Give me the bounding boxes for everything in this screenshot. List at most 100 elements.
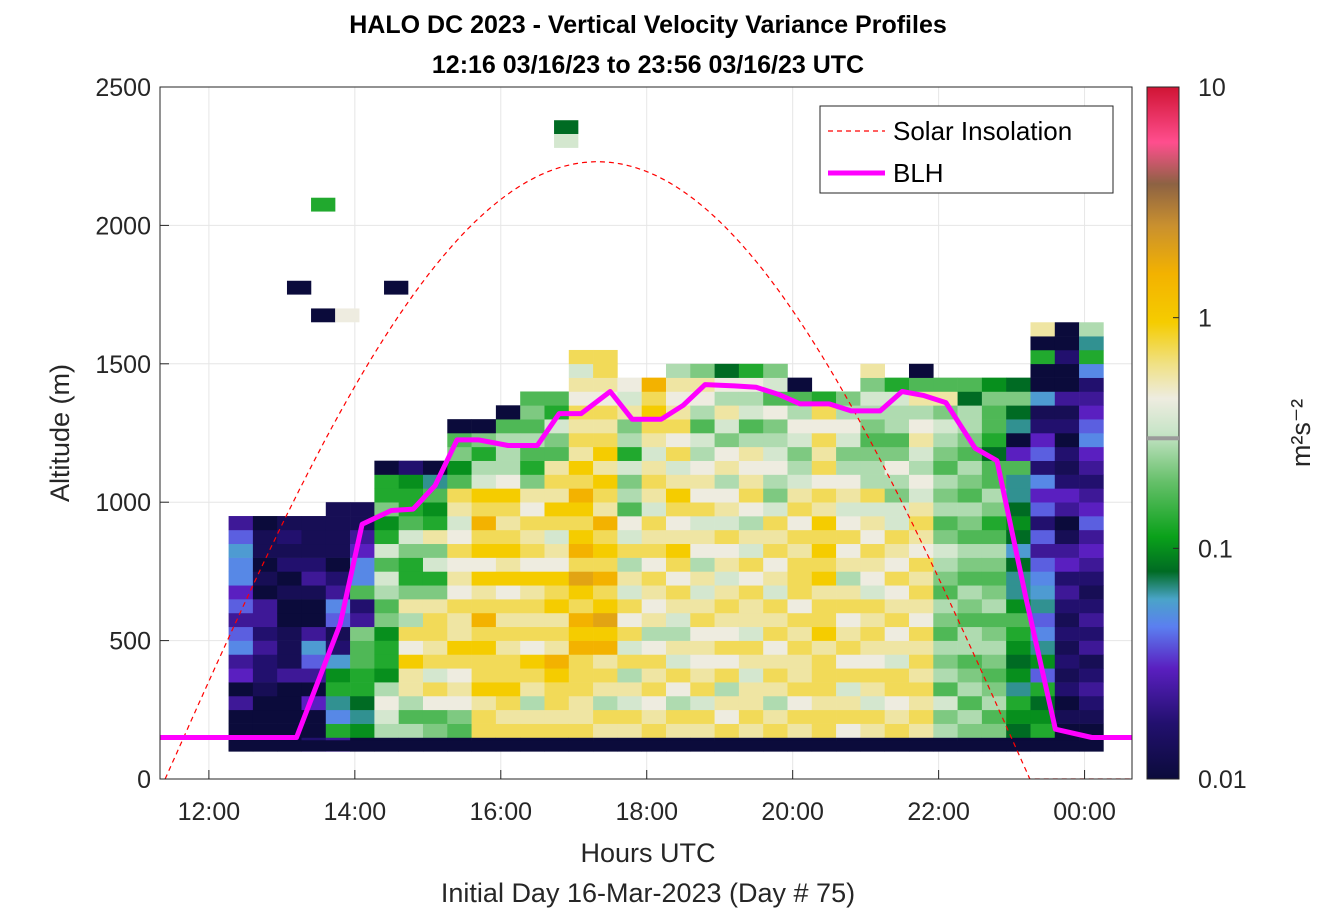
heatmap-cell bbox=[520, 405, 545, 420]
heatmap-cell bbox=[763, 502, 788, 517]
heatmap-cell bbox=[228, 612, 254, 628]
heatmap-cell bbox=[593, 529, 618, 545]
heatmap-cell bbox=[447, 516, 472, 531]
heatmap-cell bbox=[908, 723, 934, 738]
heatmap-cell bbox=[1079, 419, 1104, 434]
heatmap-cell bbox=[690, 612, 715, 628]
heatmap-cell bbox=[811, 709, 837, 724]
heatmap-cell bbox=[665, 488, 691, 503]
heatmap-cell bbox=[860, 709, 885, 724]
heatmap-cell bbox=[374, 571, 399, 586]
heatmap-cell bbox=[836, 488, 861, 503]
heatmap-cell bbox=[374, 474, 399, 489]
heatmap-cell bbox=[350, 682, 375, 697]
heatmap-cell bbox=[714, 599, 740, 614]
heatmap-cell bbox=[520, 474, 545, 489]
heatmap-cell bbox=[1054, 419, 1080, 434]
heatmap-cell bbox=[398, 543, 424, 558]
heatmap-cell bbox=[398, 460, 424, 475]
heatmap-cell bbox=[957, 709, 983, 724]
heatmap-cell bbox=[350, 654, 375, 669]
heatmap-cell bbox=[1054, 709, 1080, 724]
heatmap-cell bbox=[860, 612, 885, 628]
heatmap-cell bbox=[811, 405, 837, 420]
heatmap-cell bbox=[763, 529, 788, 545]
heatmap-cell bbox=[787, 654, 813, 669]
heatmap-cell bbox=[690, 682, 715, 697]
heatmap-cell bbox=[447, 502, 472, 517]
heatmap-cell bbox=[471, 543, 497, 558]
heatmap-cell bbox=[301, 599, 327, 614]
heatmap-cell bbox=[277, 571, 302, 586]
heatmap-cell bbox=[374, 682, 399, 697]
heatmap-cell bbox=[593, 695, 618, 711]
heatmap-cell bbox=[811, 446, 837, 461]
heatmap-cell bbox=[1079, 543, 1104, 558]
heatmap-cell bbox=[957, 502, 983, 517]
heatmap-cell bbox=[350, 668, 375, 683]
heatmap-cell bbox=[641, 668, 667, 683]
heatmap-cell bbox=[593, 585, 618, 600]
heatmap-cell bbox=[520, 446, 545, 461]
heatmap-cell bbox=[981, 695, 1007, 711]
heatmap-cell bbox=[228, 626, 254, 641]
heatmap-cell bbox=[301, 640, 327, 655]
heatmap-cell bbox=[593, 557, 618, 572]
heatmap-cell bbox=[641, 460, 667, 475]
heatmap-cell bbox=[860, 682, 885, 697]
heatmap-cell bbox=[1079, 640, 1104, 655]
heatmap-cell bbox=[738, 557, 764, 572]
heatmap-cell bbox=[690, 419, 715, 434]
heatmap-cell bbox=[350, 695, 375, 711]
heatmap-cell bbox=[908, 460, 934, 475]
heatmap-cell bbox=[908, 405, 934, 420]
heatmap-cell bbox=[787, 571, 813, 586]
heatmap-cell bbox=[738, 668, 764, 683]
heatmap-cell bbox=[860, 571, 885, 586]
heatmap-cell bbox=[933, 474, 958, 489]
heatmap-cell bbox=[908, 571, 934, 586]
heatmap-cell bbox=[1054, 612, 1080, 628]
heatmap-cell bbox=[471, 488, 497, 503]
heatmap-cell bbox=[836, 668, 861, 683]
heatmap-cell bbox=[617, 682, 642, 697]
heatmap-cell bbox=[617, 502, 642, 517]
heatmap-cell bbox=[1079, 585, 1104, 600]
heatmap-cell bbox=[568, 543, 594, 558]
heatmap-cell bbox=[1079, 336, 1104, 351]
heatmap-cell bbox=[228, 516, 254, 531]
heatmap-cell bbox=[933, 599, 958, 614]
heatmap-cell bbox=[787, 446, 813, 461]
heatmap-cell bbox=[884, 419, 910, 434]
heatmap-cell bbox=[908, 709, 934, 724]
heatmap-cell bbox=[544, 585, 570, 600]
heatmap-cell bbox=[593, 363, 618, 378]
colorbar: 0.01 0.1 1 10 m²s⁻² bbox=[1146, 74, 1316, 794]
heatmap-cell bbox=[325, 557, 351, 572]
heatmap-cell bbox=[884, 723, 910, 738]
heatmap-cell bbox=[1030, 723, 1056, 738]
heatmap-cell bbox=[568, 488, 594, 503]
axis-ticks: 12:00 14:00 16:00 18:00 20:00 22:00 00:00 0 500 1… bbox=[95, 74, 1115, 826]
heatmap-cell bbox=[811, 640, 837, 655]
heatmap-cell bbox=[350, 709, 375, 724]
heatmap-cell bbox=[374, 654, 399, 669]
heatmap-cell bbox=[933, 640, 958, 655]
heatmap-cell bbox=[908, 585, 934, 600]
heatmap-cell bbox=[471, 460, 497, 475]
heatmap-cell bbox=[228, 599, 254, 614]
heatmap-cell bbox=[495, 668, 521, 683]
heatmap-cell bbox=[641, 695, 667, 711]
heatmap-cell bbox=[325, 668, 351, 683]
heatmap-cell bbox=[568, 460, 594, 475]
heatmap-cell bbox=[1006, 460, 1031, 475]
heatmap-cell bbox=[981, 405, 1007, 420]
heatmap-cell bbox=[447, 460, 472, 475]
heatmap-cell bbox=[593, 599, 618, 614]
heatmap-cell bbox=[495, 474, 521, 489]
heatmap-cell bbox=[520, 502, 545, 517]
heatmap-cell bbox=[641, 626, 667, 641]
heatmap-cell bbox=[568, 419, 594, 434]
heatmap-cell bbox=[738, 682, 764, 697]
